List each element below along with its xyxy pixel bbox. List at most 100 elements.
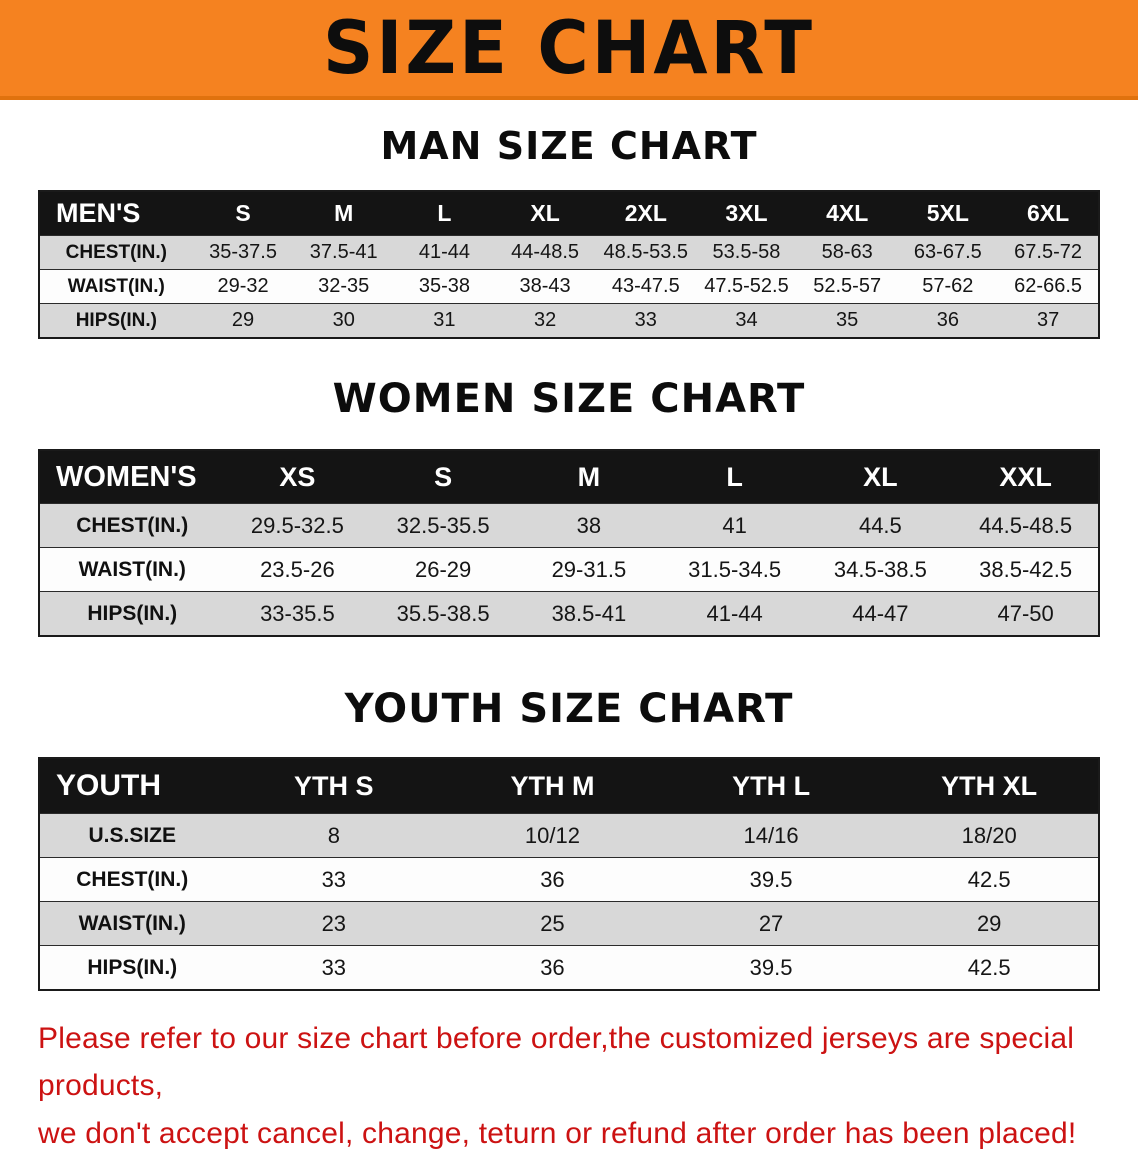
size-header-cell: YTH S — [224, 757, 444, 814]
row-label-cell: HIPS(IN.) — [39, 591, 225, 636]
measurement-row: WAIST(IN.) 23 25 27 29 — [39, 901, 1099, 946]
measurement-row: CHEST(IN.) 29.5-32.5 32.5-35.5 38 41 44.5 44.5… — [39, 503, 1099, 548]
value-cell: 39.5 — [661, 857, 881, 902]
row-label-cell: CHEST(IN.) — [39, 857, 225, 902]
value-cell: 37 — [998, 303, 1099, 338]
value-cell: 33 — [595, 303, 697, 338]
value-cell: 44-48.5 — [494, 235, 596, 270]
size-header-cell: 2XL — [595, 190, 697, 236]
table-header-row: WOMEN'S XS S M L XL XXL — [39, 449, 1099, 504]
size-header-cell: 3XL — [696, 190, 797, 236]
value-cell: 30 — [293, 303, 395, 338]
banner: SIZE CHART — [0, 0, 1138, 100]
value-cell: 38.5-41 — [516, 591, 662, 636]
value-cell: 33 — [224, 945, 444, 990]
women-size-section: WOMEN SIZE CHART WOMEN'S XS S M L XL XXL CHEST(… — [0, 377, 1138, 637]
value-cell: 35.5-38.5 — [370, 591, 516, 636]
page-title: SIZE CHART — [322, 4, 816, 92]
value-cell: 38-43 — [494, 269, 596, 304]
value-cell: 41 — [661, 503, 808, 548]
row-label-cell: HIPS(IN.) — [39, 303, 193, 338]
value-cell: 42.5 — [880, 945, 1099, 990]
measurement-row: WAIST(IN.) 29-32 32-35 35-38 38-43 43-47.5 47.… — [39, 269, 1099, 304]
size-header-cell: XS — [224, 449, 371, 504]
youth-size-table: YOUTH YTH S YTH M YTH L YTH XL U.S.SIZE 8 10/12… — [38, 756, 1100, 991]
value-cell: 35-37.5 — [192, 235, 294, 270]
size-header-cell: L — [394, 190, 495, 236]
value-cell: 39.5 — [661, 945, 881, 990]
size-header-cell: XL — [494, 190, 596, 236]
row-label-cell: CHEST(IN.) — [39, 503, 225, 548]
value-cell: 29.5-32.5 — [224, 503, 371, 548]
value-cell: 38.5-42.5 — [953, 547, 1099, 592]
value-cell: 33-35.5 — [224, 591, 371, 636]
notice-line-1: Please refer to our size chart before or… — [38, 1021, 1075, 1103]
size-header-cell: YTH XL — [880, 757, 1099, 814]
value-cell: 62-66.5 — [998, 269, 1099, 304]
value-cell: 31.5-34.5 — [661, 547, 808, 592]
value-cell: 38 — [516, 503, 662, 548]
value-cell: 23.5-26 — [224, 547, 371, 592]
women-size-table: WOMEN'S XS S M L XL XXL CHEST(IN.) 29.5-32.5 32.5… — [38, 448, 1100, 637]
men-size-section: MAN SIZE CHART MEN'S S M L XL 2XL 3XL 4XL 5XL 6XL… — [0, 124, 1138, 339]
size-header-cell: YTH M — [443, 757, 662, 814]
value-cell: 47-50 — [953, 591, 1099, 636]
size-header-cell: M — [516, 449, 662, 504]
value-cell: 34 — [696, 303, 797, 338]
size-header-cell: M — [293, 190, 395, 236]
youth-section-heading: YOUTH SIZE CHART — [344, 685, 794, 732]
table-group-label-cell: YOUTH — [39, 757, 225, 814]
measurement-row: U.S.SIZE 8 10/12 14/16 18/20 — [39, 813, 1099, 858]
value-cell: 29-31.5 — [516, 547, 662, 592]
value-cell: 32-35 — [293, 269, 395, 304]
value-cell: 32 — [494, 303, 596, 338]
value-cell: 26-29 — [370, 547, 516, 592]
value-cell: 47.5-52.5 — [696, 269, 797, 304]
youth-size-section: YOUTH SIZE CHART YOUTH YTH S YTH M YTH L YTH… — [0, 687, 1138, 991]
value-cell: 36 — [443, 945, 662, 990]
value-cell: 42.5 — [880, 857, 1099, 902]
size-header-cell: YTH L — [661, 757, 881, 814]
row-label-cell: U.S.SIZE — [39, 813, 225, 858]
table-group-label-cell: MEN'S — [39, 190, 193, 236]
size-header-cell: 5XL — [897, 190, 999, 236]
table-header-row: YOUTH YTH S YTH M YTH L YTH XL — [39, 757, 1099, 814]
value-cell: 23 — [224, 901, 444, 946]
value-cell: 48.5-53.5 — [595, 235, 697, 270]
men-size-table: MEN'S S M L XL 2XL 3XL 4XL 5XL 6XL CHEST(IN.) 35-37… — [38, 189, 1100, 339]
table-header-row: MEN'S S M L XL 2XL 3XL 4XL 5XL 6XL — [39, 190, 1099, 236]
value-cell: 37.5-41 — [293, 235, 395, 270]
value-cell: 34.5-38.5 — [807, 547, 954, 592]
value-cell: 35-38 — [394, 269, 495, 304]
value-cell: 44-47 — [807, 591, 954, 636]
value-cell: 8 — [224, 813, 444, 858]
measurement-row: HIPS(IN.) 33-35.5 35.5-38.5 38.5-41 41-44 44-… — [39, 591, 1099, 636]
value-cell: 31 — [394, 303, 495, 338]
size-charts: MAN SIZE CHART MEN'S S M L XL 2XL 3XL 4XL 5XL 6XL… — [0, 124, 1138, 991]
value-cell: 58-63 — [796, 235, 898, 270]
value-cell: 36 — [897, 303, 999, 338]
size-header-cell: S — [370, 449, 516, 504]
value-cell: 36 — [443, 857, 662, 902]
size-header-cell: 6XL — [998, 190, 1099, 236]
measurement-row: WAIST(IN.) 23.5-26 26-29 29-31.5 31.5-34.5 34… — [39, 547, 1099, 592]
value-cell: 41-44 — [394, 235, 495, 270]
table-group-label-cell: WOMEN'S — [39, 449, 225, 504]
value-cell: 32.5-35.5 — [370, 503, 516, 548]
notice-line-2: we don't accept cancel, change, teturn o… — [38, 1116, 1077, 1150]
value-cell: 18/20 — [880, 813, 1099, 858]
value-cell: 63-67.5 — [897, 235, 999, 270]
measurement-row: HIPS(IN.) 33 36 39.5 42.5 — [39, 945, 1099, 990]
row-label-cell: WAIST(IN.) — [39, 269, 193, 304]
size-header-cell: XXL — [953, 449, 1099, 504]
men-section-heading: MAN SIZE CHART — [380, 124, 758, 168]
value-cell: 29 — [880, 901, 1099, 946]
row-label-cell: HIPS(IN.) — [39, 945, 225, 990]
value-cell: 41-44 — [661, 591, 808, 636]
measurement-row: HIPS(IN.) 29 30 31 32 33 34 35 36 37 — [39, 303, 1099, 338]
value-cell: 44.5 — [807, 503, 954, 548]
value-cell: 52.5-57 — [796, 269, 898, 304]
size-header-cell: L — [661, 449, 808, 504]
row-label-cell: CHEST(IN.) — [39, 235, 193, 270]
value-cell: 53.5-58 — [696, 235, 797, 270]
